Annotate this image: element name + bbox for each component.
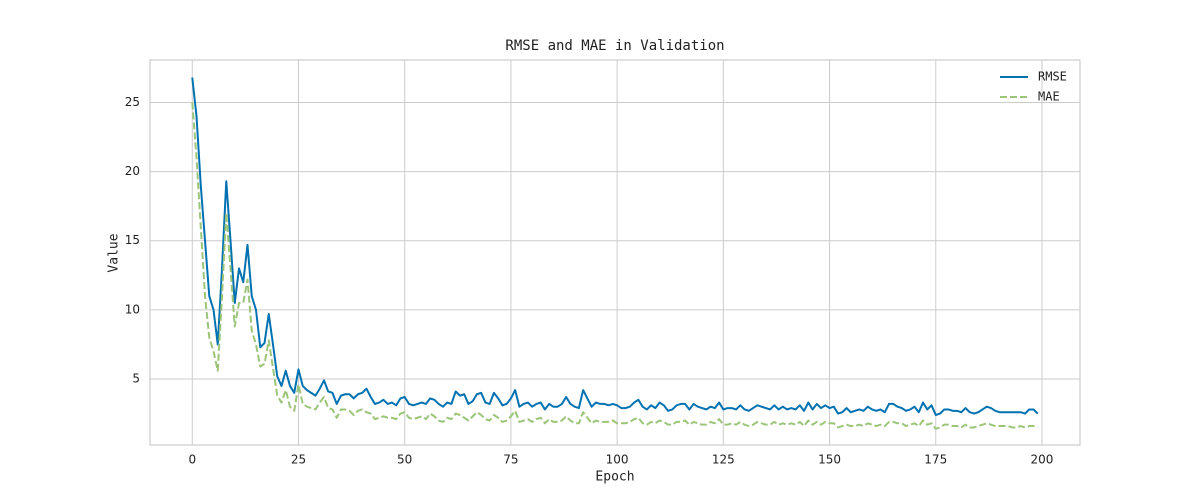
legend-label: MAE [1038,90,1060,104]
y-tick-label: 10 [125,302,140,316]
y-tick-label: 20 [125,164,140,178]
plot-frame [149,59,1081,446]
x-tick-label: 200 [1031,453,1054,467]
x-tick-label: 100 [606,453,629,467]
x-tick-label: 150 [818,453,841,467]
y-tick-label: 15 [125,233,140,247]
series-line [191,77,1039,416]
legend-label: RMSE [1038,70,1067,84]
x-tick-label: 125 [712,453,735,467]
x-axis-label: Epoch [595,470,634,485]
y-axis-label: Value [107,233,122,272]
y-tick-label: 5 [132,372,140,386]
x-tick-label: 75 [503,453,518,467]
x-tick-label: 0 [188,453,196,467]
x-tick-label: 175 [924,453,947,467]
chart-title: RMSE and MAE in Validation [505,38,724,54]
x-tick-label: 50 [397,453,412,467]
y-tick-label: 25 [125,95,140,109]
x-tick-label: 25 [291,453,306,467]
series-line [191,102,1039,430]
